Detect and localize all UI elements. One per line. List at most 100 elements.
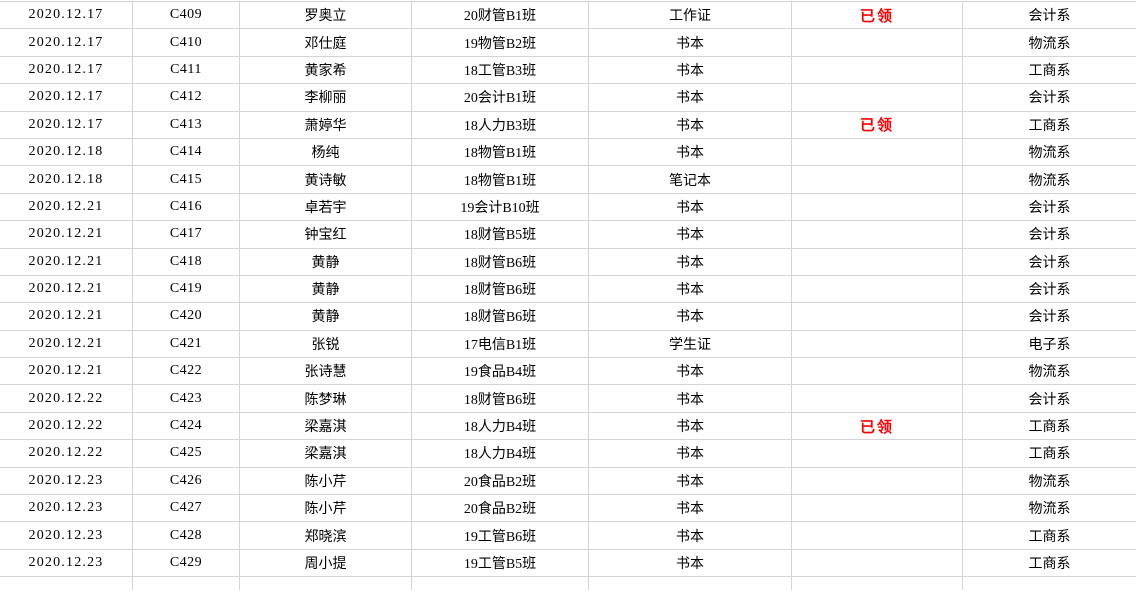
cell-department[interactable]: 物流系: [1028, 365, 1071, 381]
cell-department[interactable]: 会计系: [1028, 200, 1071, 216]
cell-code[interactable]: C423: [133, 385, 240, 412]
cell-status[interactable]: 已领: [792, 111, 963, 138]
cell-date[interactable]: 2020.12.23: [0, 522, 133, 549]
cell-class[interactable]: 19会计B10班: [412, 193, 589, 221]
cell-class[interactable]: 20财管B1班: [412, 2, 589, 29]
cell-name[interactable]: 邓仕庭: [240, 29, 412, 56]
cell-class[interactable]: 18财管B5班: [412, 221, 589, 248]
cell-date[interactable]: 2020.12.21: [0, 248, 133, 275]
cell-date[interactable]: 2020.12.17: [0, 84, 133, 111]
cell-class[interactable]: 18财管B6班: [412, 303, 589, 330]
cell-name[interactable]: 罗奥立: [240, 2, 412, 29]
cell-item[interactable]: 书本: [589, 440, 792, 467]
cell-code[interactable]: C424: [133, 412, 240, 440]
cell-status[interactable]: [792, 166, 963, 193]
cell-code[interactable]: C414: [133, 138, 240, 166]
cell-status[interactable]: 已领: [792, 412, 963, 440]
cell-name[interactable]: 张诗慧: [240, 358, 412, 385]
cell-code[interactable]: C428: [133, 522, 240, 549]
cell-department[interactable]: 物流系: [1028, 36, 1071, 52]
cell-date[interactable]: 2020.12.18: [0, 166, 133, 193]
cell-class[interactable]: 18物管B1班: [412, 166, 589, 193]
cell-status[interactable]: [792, 495, 963, 522]
cell-class[interactable]: 19物管B2班: [412, 29, 589, 56]
cell-status[interactable]: [792, 275, 963, 303]
cell-item[interactable]: 书本: [589, 138, 792, 166]
cell-name[interactable]: 陈梦琳: [240, 385, 412, 412]
cell-code[interactable]: C422: [133, 358, 240, 385]
cell-department[interactable]: 会计系: [1028, 283, 1071, 299]
cell-code[interactable]: C418: [133, 248, 240, 275]
cell-date[interactable]: 2020.12.21: [0, 221, 133, 248]
cell-status[interactable]: [792, 330, 963, 358]
cell-name[interactable]: 梁嘉淇: [240, 412, 412, 440]
cell-date[interactable]: 2020.12.17: [0, 29, 133, 56]
cell-name[interactable]: 黄静: [240, 303, 412, 330]
cell-name[interactable]: 陈小芹: [240, 467, 412, 495]
cell-department[interactable]: 物流系: [1028, 173, 1071, 189]
cell-status[interactable]: [792, 193, 963, 221]
cell-status[interactable]: [792, 358, 963, 385]
cell-department[interactable]: 电子系: [1028, 337, 1071, 353]
cell-department[interactable]: 工商系: [1028, 420, 1071, 436]
cell-item[interactable]: 书本: [589, 467, 792, 495]
cell-department[interactable]: 会计系: [1028, 228, 1071, 244]
cell-class[interactable]: 17电信B1班: [412, 330, 589, 358]
cell-status[interactable]: [792, 522, 963, 549]
cell-status[interactable]: [792, 84, 963, 111]
empty-cell[interactable]: [589, 577, 792, 590]
cell-code[interactable]: C420: [133, 303, 240, 330]
cell-department[interactable]: 会计系: [1028, 255, 1071, 271]
cell-status[interactable]: [792, 467, 963, 495]
cell-item[interactable]: 学生证: [589, 330, 792, 358]
empty-cell[interactable]: [0, 577, 133, 590]
empty-cell[interactable]: [133, 577, 240, 590]
cell-code[interactable]: C413: [133, 111, 240, 138]
cell-department[interactable]: 物流系: [1028, 146, 1071, 162]
cell-code[interactable]: C427: [133, 495, 240, 522]
cell-name[interactable]: 黄诗敏: [240, 166, 412, 193]
cell-date[interactable]: 2020.12.17: [0, 56, 133, 84]
cell-date[interactable]: 2020.12.22: [0, 385, 133, 412]
cell-class[interactable]: 18财管B6班: [412, 385, 589, 412]
cell-department[interactable]: 工商系: [1028, 63, 1071, 79]
cell-department[interactable]: 工商系: [1028, 557, 1071, 572]
cell-code[interactable]: C416: [133, 193, 240, 221]
cell-date[interactable]: 2020.12.18: [0, 138, 133, 166]
cell-code[interactable]: C410: [133, 29, 240, 56]
cell-class[interactable]: 19工管B6班: [412, 522, 589, 549]
cell-item[interactable]: 书本: [589, 56, 792, 84]
cell-status[interactable]: 已领: [792, 2, 963, 29]
cell-status[interactable]: [792, 221, 963, 248]
cell-name[interactable]: 杨纯: [240, 138, 412, 166]
cell-class[interactable]: 19工管B5班: [412, 549, 589, 577]
cell-name[interactable]: 周小提: [240, 549, 412, 577]
cell-item[interactable]: 书本: [589, 84, 792, 111]
cell-date[interactable]: 2020.12.21: [0, 193, 133, 221]
cell-item[interactable]: 书本: [589, 303, 792, 330]
cell-item[interactable]: 书本: [589, 412, 792, 440]
cell-name[interactable]: 陈小芹: [240, 495, 412, 522]
cell-class[interactable]: 18工管B3班: [412, 56, 589, 84]
cell-class[interactable]: 18人力B4班: [412, 440, 589, 467]
cell-name[interactable]: 黄家希: [240, 56, 412, 84]
cell-code[interactable]: C429: [133, 549, 240, 577]
cell-class[interactable]: 20食品B2班: [412, 495, 589, 522]
cell-name[interactable]: 萧婷华: [240, 111, 412, 138]
cell-code[interactable]: C409: [133, 2, 240, 29]
cell-status[interactable]: [792, 385, 963, 412]
cell-status[interactable]: [792, 138, 963, 166]
cell-code[interactable]: C421: [133, 330, 240, 358]
cell-department[interactable]: 物流系: [1028, 474, 1071, 490]
empty-cell[interactable]: [963, 577, 1136, 590]
cell-date[interactable]: 2020.12.17: [0, 111, 133, 138]
cell-status[interactable]: [792, 248, 963, 275]
cell-item[interactable]: 书本: [589, 29, 792, 56]
cell-class[interactable]: 18财管B6班: [412, 248, 589, 275]
empty-cell[interactable]: [792, 577, 963, 590]
cell-date[interactable]: 2020.12.21: [0, 303, 133, 330]
cell-department[interactable]: 物流系: [1028, 502, 1071, 518]
cell-class[interactable]: 18物管B1班: [412, 138, 589, 166]
cell-department[interactable]: 工商系: [1028, 118, 1071, 134]
cell-date[interactable]: 2020.12.23: [0, 549, 133, 577]
